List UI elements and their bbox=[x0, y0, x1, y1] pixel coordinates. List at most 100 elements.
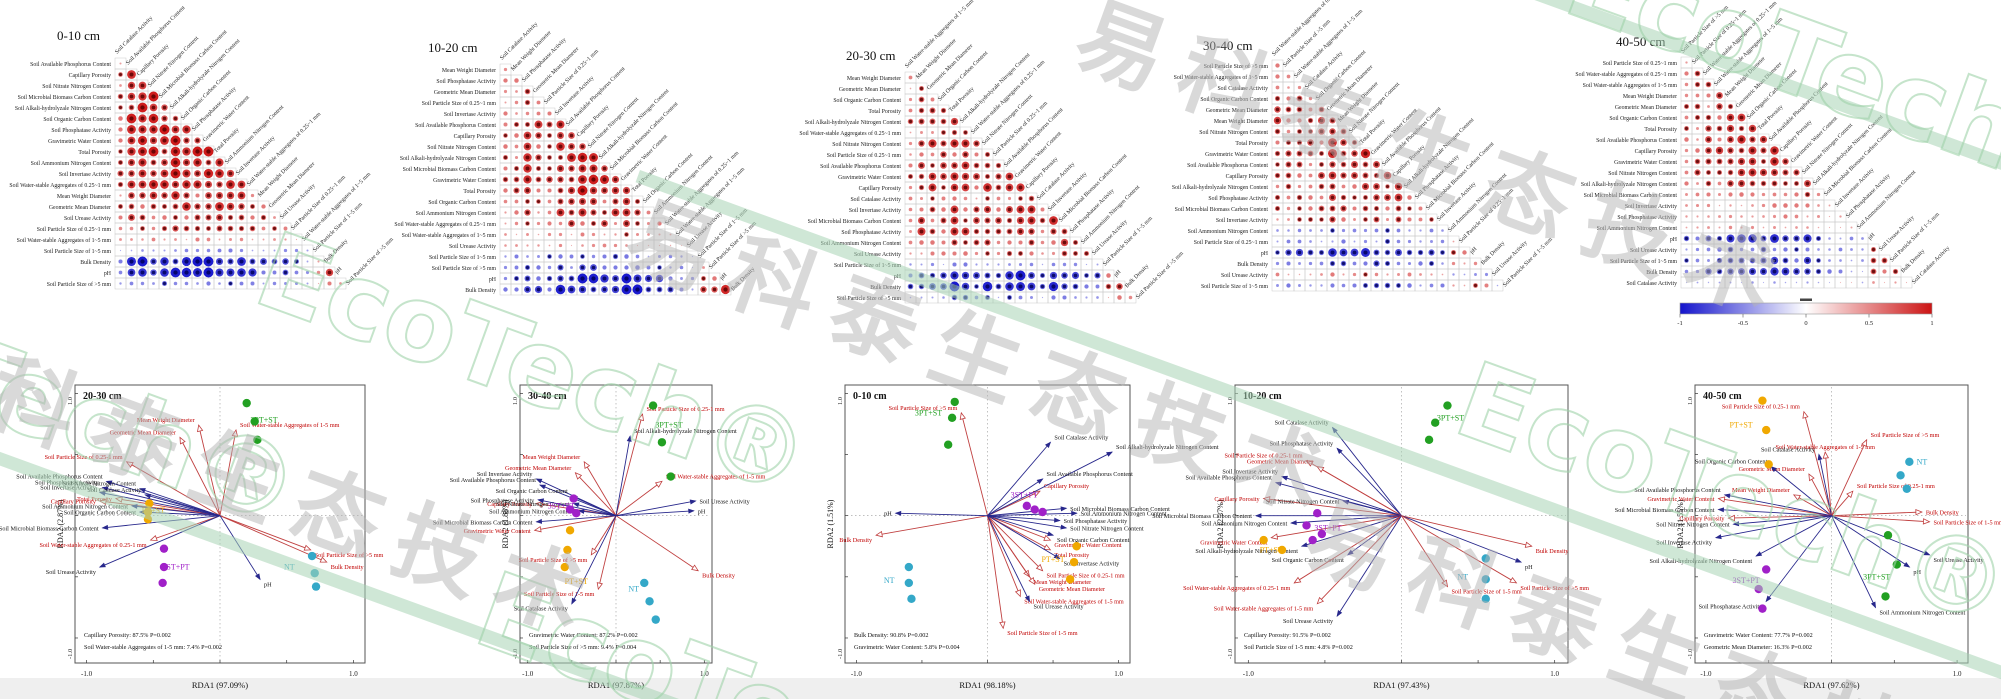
rda-arrow bbox=[1718, 498, 1832, 517]
sample-point-NT bbox=[1896, 471, 1905, 480]
corr-dot bbox=[569, 254, 574, 259]
corr-dot bbox=[1430, 240, 1433, 243]
corr-dot bbox=[503, 122, 508, 127]
corr-dot bbox=[1795, 281, 1798, 284]
corr-dot bbox=[1440, 239, 1445, 244]
arrow-label: Soil Available Phosphorus Content bbox=[1047, 471, 1134, 478]
corr-dot bbox=[930, 97, 935, 102]
corr-dot bbox=[306, 249, 309, 252]
arrow-label: Gravimetric Water Content bbox=[1647, 496, 1714, 503]
corr-dot bbox=[919, 207, 924, 212]
corr-dot bbox=[1828, 248, 1831, 251]
corr-dot bbox=[1308, 261, 1313, 266]
watermark-band bbox=[0, 430, 786, 699]
corr-dot bbox=[1828, 281, 1831, 284]
corr-dot bbox=[1286, 261, 1291, 266]
corr-dot bbox=[503, 199, 508, 204]
row-label: Bulk Density bbox=[870, 285, 901, 291]
corr-dot bbox=[514, 199, 519, 204]
corr-dot bbox=[1685, 61, 1688, 64]
row-label: Soil Water-stable Aggregates of 0.25~1 m… bbox=[9, 182, 111, 189]
row-label: Soil Invertase Activity bbox=[444, 112, 496, 118]
corr-dot bbox=[514, 287, 519, 292]
sample-point-3ST+PT bbox=[1030, 505, 1039, 514]
corr-dot bbox=[514, 155, 519, 160]
corr-dot bbox=[963, 196, 968, 201]
corr-dot bbox=[1839, 226, 1842, 229]
row-label: Soil Nitrate Nitrogen Content bbox=[1608, 171, 1677, 177]
corr-dot bbox=[503, 78, 508, 83]
corr-dot bbox=[1106, 273, 1111, 278]
rda-arrow bbox=[102, 487, 221, 517]
sample-point-3PT+ST bbox=[1892, 560, 1902, 569]
corr-dot bbox=[1374, 272, 1379, 277]
corr-dot bbox=[1018, 295, 1023, 300]
corr-dot bbox=[547, 265, 552, 270]
row-label: Soil Nitrate Nitrogen Content bbox=[42, 84, 111, 90]
row-label: Soil Water-stable Aggregates of 0.25~1 m… bbox=[799, 130, 901, 137]
corr-dot bbox=[218, 238, 221, 241]
corr-dot bbox=[1330, 272, 1335, 277]
corr-dot bbox=[141, 249, 144, 252]
corr-dot bbox=[1352, 184, 1357, 189]
corr-dot bbox=[1685, 248, 1688, 251]
corr-dot bbox=[1419, 229, 1422, 232]
arrow-label: Soil Microbial Biomass Carbon Content bbox=[1070, 506, 1170, 513]
corr-dot bbox=[536, 111, 541, 116]
x-tick: 1.0 bbox=[1953, 670, 1962, 678]
arrow-label: Soil Particle Size of 0.25-1 mm bbox=[1047, 573, 1125, 580]
row-label: pH bbox=[489, 277, 497, 283]
row-label: Soil Available Phosphorus Content bbox=[1596, 138, 1677, 144]
corr-dot bbox=[1739, 247, 1744, 252]
y-tick: -1.0 bbox=[512, 649, 519, 659]
arrow-label: Soil Nitrate Nitrogen Content bbox=[1070, 525, 1144, 532]
row-label: Geometric Mean Diameter bbox=[434, 90, 496, 96]
corr-dot bbox=[1717, 181, 1722, 186]
row-label: Soil Ammonium Nitrogen Content bbox=[1597, 226, 1678, 232]
diagonal-label: pH bbox=[334, 266, 344, 276]
x-axis-label: RDA1 (98.18%) bbox=[959, 680, 1015, 690]
sample-point-PT+ST bbox=[1065, 575, 1075, 584]
row-label: Soil Urease Activity bbox=[1630, 248, 1677, 254]
sample-point-NT bbox=[1481, 554, 1490, 563]
arrow-label: Bulk Density bbox=[839, 537, 873, 544]
corr-dot bbox=[1816, 214, 1821, 219]
corr-dot bbox=[1739, 192, 1744, 197]
corr-dot bbox=[504, 222, 507, 225]
corr-dot bbox=[503, 144, 508, 149]
arrow-label: Capillary Porosity bbox=[1214, 496, 1260, 503]
corr-dot bbox=[1407, 261, 1412, 266]
diagonal-label: Soil Phosphatase Activity bbox=[1845, 173, 1891, 219]
corr-dot bbox=[1341, 283, 1346, 288]
corr-dot bbox=[1794, 192, 1799, 197]
corr-dot bbox=[130, 238, 133, 241]
corr-dot bbox=[1441, 262, 1444, 265]
rda-arrow bbox=[1715, 515, 1832, 539]
sample-point-3ST+PT bbox=[159, 544, 169, 553]
row-label: pH bbox=[104, 271, 112, 277]
corr-dot bbox=[680, 244, 683, 247]
corr-dot bbox=[646, 210, 651, 215]
corr-dot bbox=[1018, 262, 1023, 267]
arrow-label: Gravimetric Water Content bbox=[1200, 540, 1267, 547]
corr-dot bbox=[504, 244, 507, 247]
arrow-label: Soil Ammonium Nitrogen Content bbox=[1081, 511, 1167, 518]
corr-dot bbox=[1084, 284, 1089, 289]
arrow-label: pH bbox=[698, 508, 706, 515]
sample-point-3PT+ST bbox=[1881, 592, 1890, 601]
corr-dot bbox=[1838, 269, 1843, 274]
corr-dot bbox=[536, 265, 541, 270]
corr-dot bbox=[669, 266, 672, 269]
diagonal-label: pH bbox=[1113, 269, 1123, 279]
corr-dot bbox=[570, 266, 573, 269]
corr-dot bbox=[262, 282, 265, 285]
corr-dot bbox=[1795, 226, 1798, 229]
x-axis-label: RDA1 (97.43%) bbox=[1373, 680, 1429, 690]
corr-dot bbox=[295, 238, 298, 241]
corr-dot bbox=[1441, 229, 1444, 232]
arrow-label: Soil Alkali-hydrolyzale Nitrogen Content bbox=[1195, 548, 1298, 555]
arrow-label: pH bbox=[264, 581, 272, 588]
arrow-label: pH bbox=[1525, 564, 1533, 571]
corr-dot bbox=[514, 133, 519, 138]
y-tick: 1.0 bbox=[512, 397, 519, 405]
